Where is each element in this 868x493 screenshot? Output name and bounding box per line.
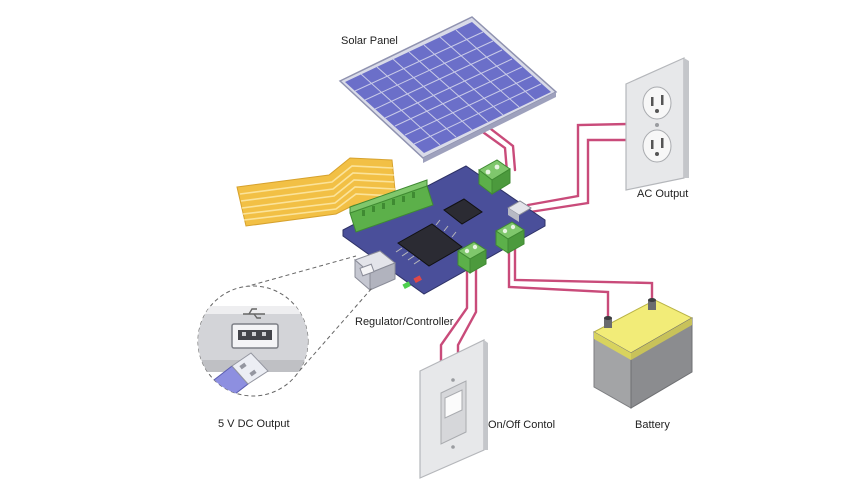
battery-terminal: [495, 221, 525, 254]
wire-switch-1: [439, 266, 469, 370]
regulator-board: [342, 159, 546, 295]
led-green: [402, 281, 411, 290]
regulator-label: Regulator/Controller: [355, 316, 454, 328]
microcontroller-chip: [395, 219, 463, 267]
battery-terminal-negative: [604, 316, 612, 328]
wires: [439, 122, 654, 370]
solar-panel: [338, 16, 558, 163]
ribbon-cable: [236, 157, 397, 227]
solar-panel-label: Solar Panel: [341, 35, 398, 47]
wire-solar-2: [485, 124, 517, 172]
switch-terminal: [457, 241, 487, 274]
battery-terminal-positive: [648, 298, 656, 310]
wire-battery-1: [507, 244, 610, 322]
usb-port-closeup: [231, 323, 279, 349]
wire-ac-2: [528, 138, 630, 214]
board-usb-port: [354, 250, 396, 292]
wall-switch: [419, 339, 488, 479]
wire-battery-2: [513, 244, 654, 304]
wire-solar-1: [478, 128, 509, 174]
ac-outlet: [625, 57, 689, 191]
secondary-chip: [443, 198, 483, 225]
board-connector-block: [349, 179, 434, 233]
usb-symbol-icon: [243, 308, 265, 319]
usb-mini-port: [507, 200, 532, 222]
switch-toggle: [444, 389, 463, 419]
wire-ac-1: [526, 122, 630, 207]
solar-terminal: [478, 159, 511, 196]
led-red: [413, 275, 422, 284]
ac-output-label: AC Output: [637, 188, 689, 200]
battery-label: Battery: [635, 419, 670, 431]
battery: [592, 298, 694, 409]
usb-zoom-callout: [197, 255, 373, 397]
outlet-socket-bottom: [642, 129, 672, 163]
outlet-socket-top: [642, 86, 672, 120]
switch-label: On/Off Contol: [488, 419, 556, 431]
usb-output-label: 5 V DC Output: [218, 418, 290, 430]
